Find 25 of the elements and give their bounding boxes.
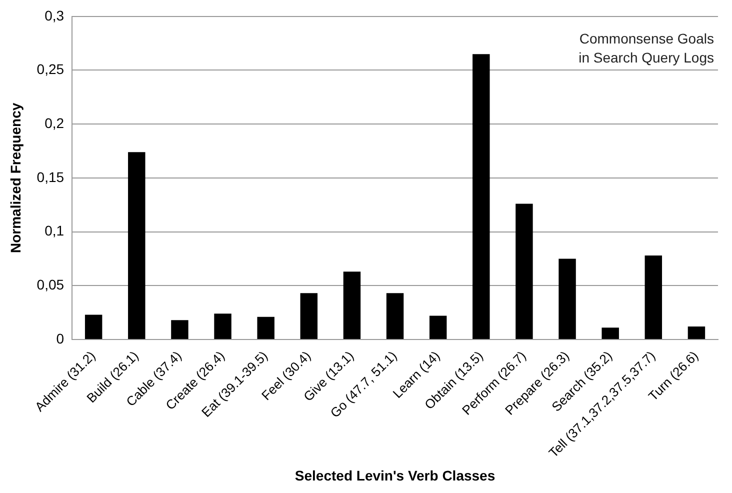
y-tick-label: 0,25 [36,61,64,78]
bar [429,316,447,339]
y-tick-label: 0,1 [44,222,64,239]
bar [343,272,361,339]
bar [644,255,662,339]
x-axis-title: Selected Levin's Verb Classes [294,467,496,484]
bar [84,314,102,339]
bar [128,152,146,339]
bar [171,320,188,339]
annotation: Commonsense Goals in Search Query Logs [578,30,714,66]
bar [558,258,576,339]
y-tick-label: 0,3 [44,7,64,24]
bar [386,293,404,339]
bar [300,293,318,339]
bar [688,326,706,339]
bar [516,204,533,339]
bar [602,328,619,339]
y-axis-title: Normalized Frequency [7,102,24,254]
y-tick-label: 0,05 [36,276,64,292]
bar [214,314,232,339]
bar [257,316,274,339]
y-tick-label: 0,15 [36,168,64,185]
y-tick-label: 0,2 [44,114,64,131]
bar [472,54,490,339]
y-tick-label: 0 [56,330,64,346]
